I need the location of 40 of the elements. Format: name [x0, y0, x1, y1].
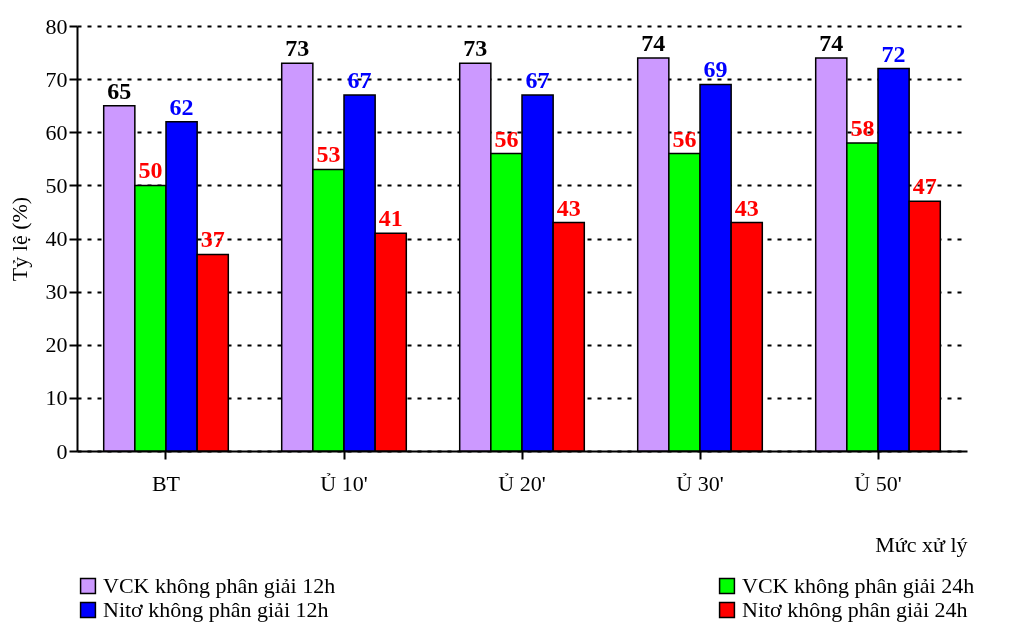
legend-label: Nitơ không phân giải 24h [742, 597, 968, 622]
y-tick-label: 0 [56, 438, 68, 464]
y-axis-title: Tỷ lệ (%) [6, 196, 32, 282]
y-tick-label: 70 [45, 66, 68, 92]
data-label: 74 [819, 29, 844, 56]
data-label: 69 [703, 56, 728, 83]
data-label: 37 [200, 226, 225, 253]
data-label: 53 [316, 141, 341, 168]
data-label: 67 [347, 67, 372, 94]
data-label: 74 [641, 29, 666, 56]
y-tick-label: 40 [45, 226, 68, 251]
data-label: 50 [138, 157, 163, 184]
legend-label: VCK không phân giải 12h [103, 573, 336, 598]
y-tick-label: 30 [45, 279, 68, 305]
data-label: 47 [912, 173, 937, 200]
x-tick-label: Ủ 20' [498, 470, 546, 496]
data-label: 67 [525, 67, 550, 94]
data-label: 72 [881, 40, 906, 67]
x-tick-label: Ủ 50' [854, 470, 902, 496]
data-label: 56 [672, 125, 697, 152]
data-label: 73 [285, 35, 310, 62]
x-tick-label: Ủ 10' [320, 470, 368, 496]
data-label: 73 [463, 35, 488, 62]
x-tick-label: Ủ 30' [676, 470, 724, 496]
legend-label: Nitơ không phân giải 12h [103, 597, 329, 622]
legend-label: VCK không phân giải 24h [742, 573, 975, 598]
x-tick-label: BT [151, 470, 181, 496]
data-label: 58 [850, 114, 875, 141]
y-tick-label: 10 [45, 385, 68, 411]
data-label: 41 [378, 205, 403, 232]
x-axis-title: Mức xử lý [875, 531, 968, 557]
data-label: 65 [107, 77, 132, 104]
data-label: 43 [734, 194, 759, 221]
y-tick-label: 50 [45, 172, 68, 198]
y-tick-label: 60 [45, 119, 68, 145]
data-label: 43 [556, 194, 581, 221]
data-label: 56 [494, 125, 519, 152]
data-label: 62 [169, 93, 194, 120]
y-tick-label: 80 [45, 13, 68, 39]
y-tick-label: 20 [45, 332, 68, 358]
